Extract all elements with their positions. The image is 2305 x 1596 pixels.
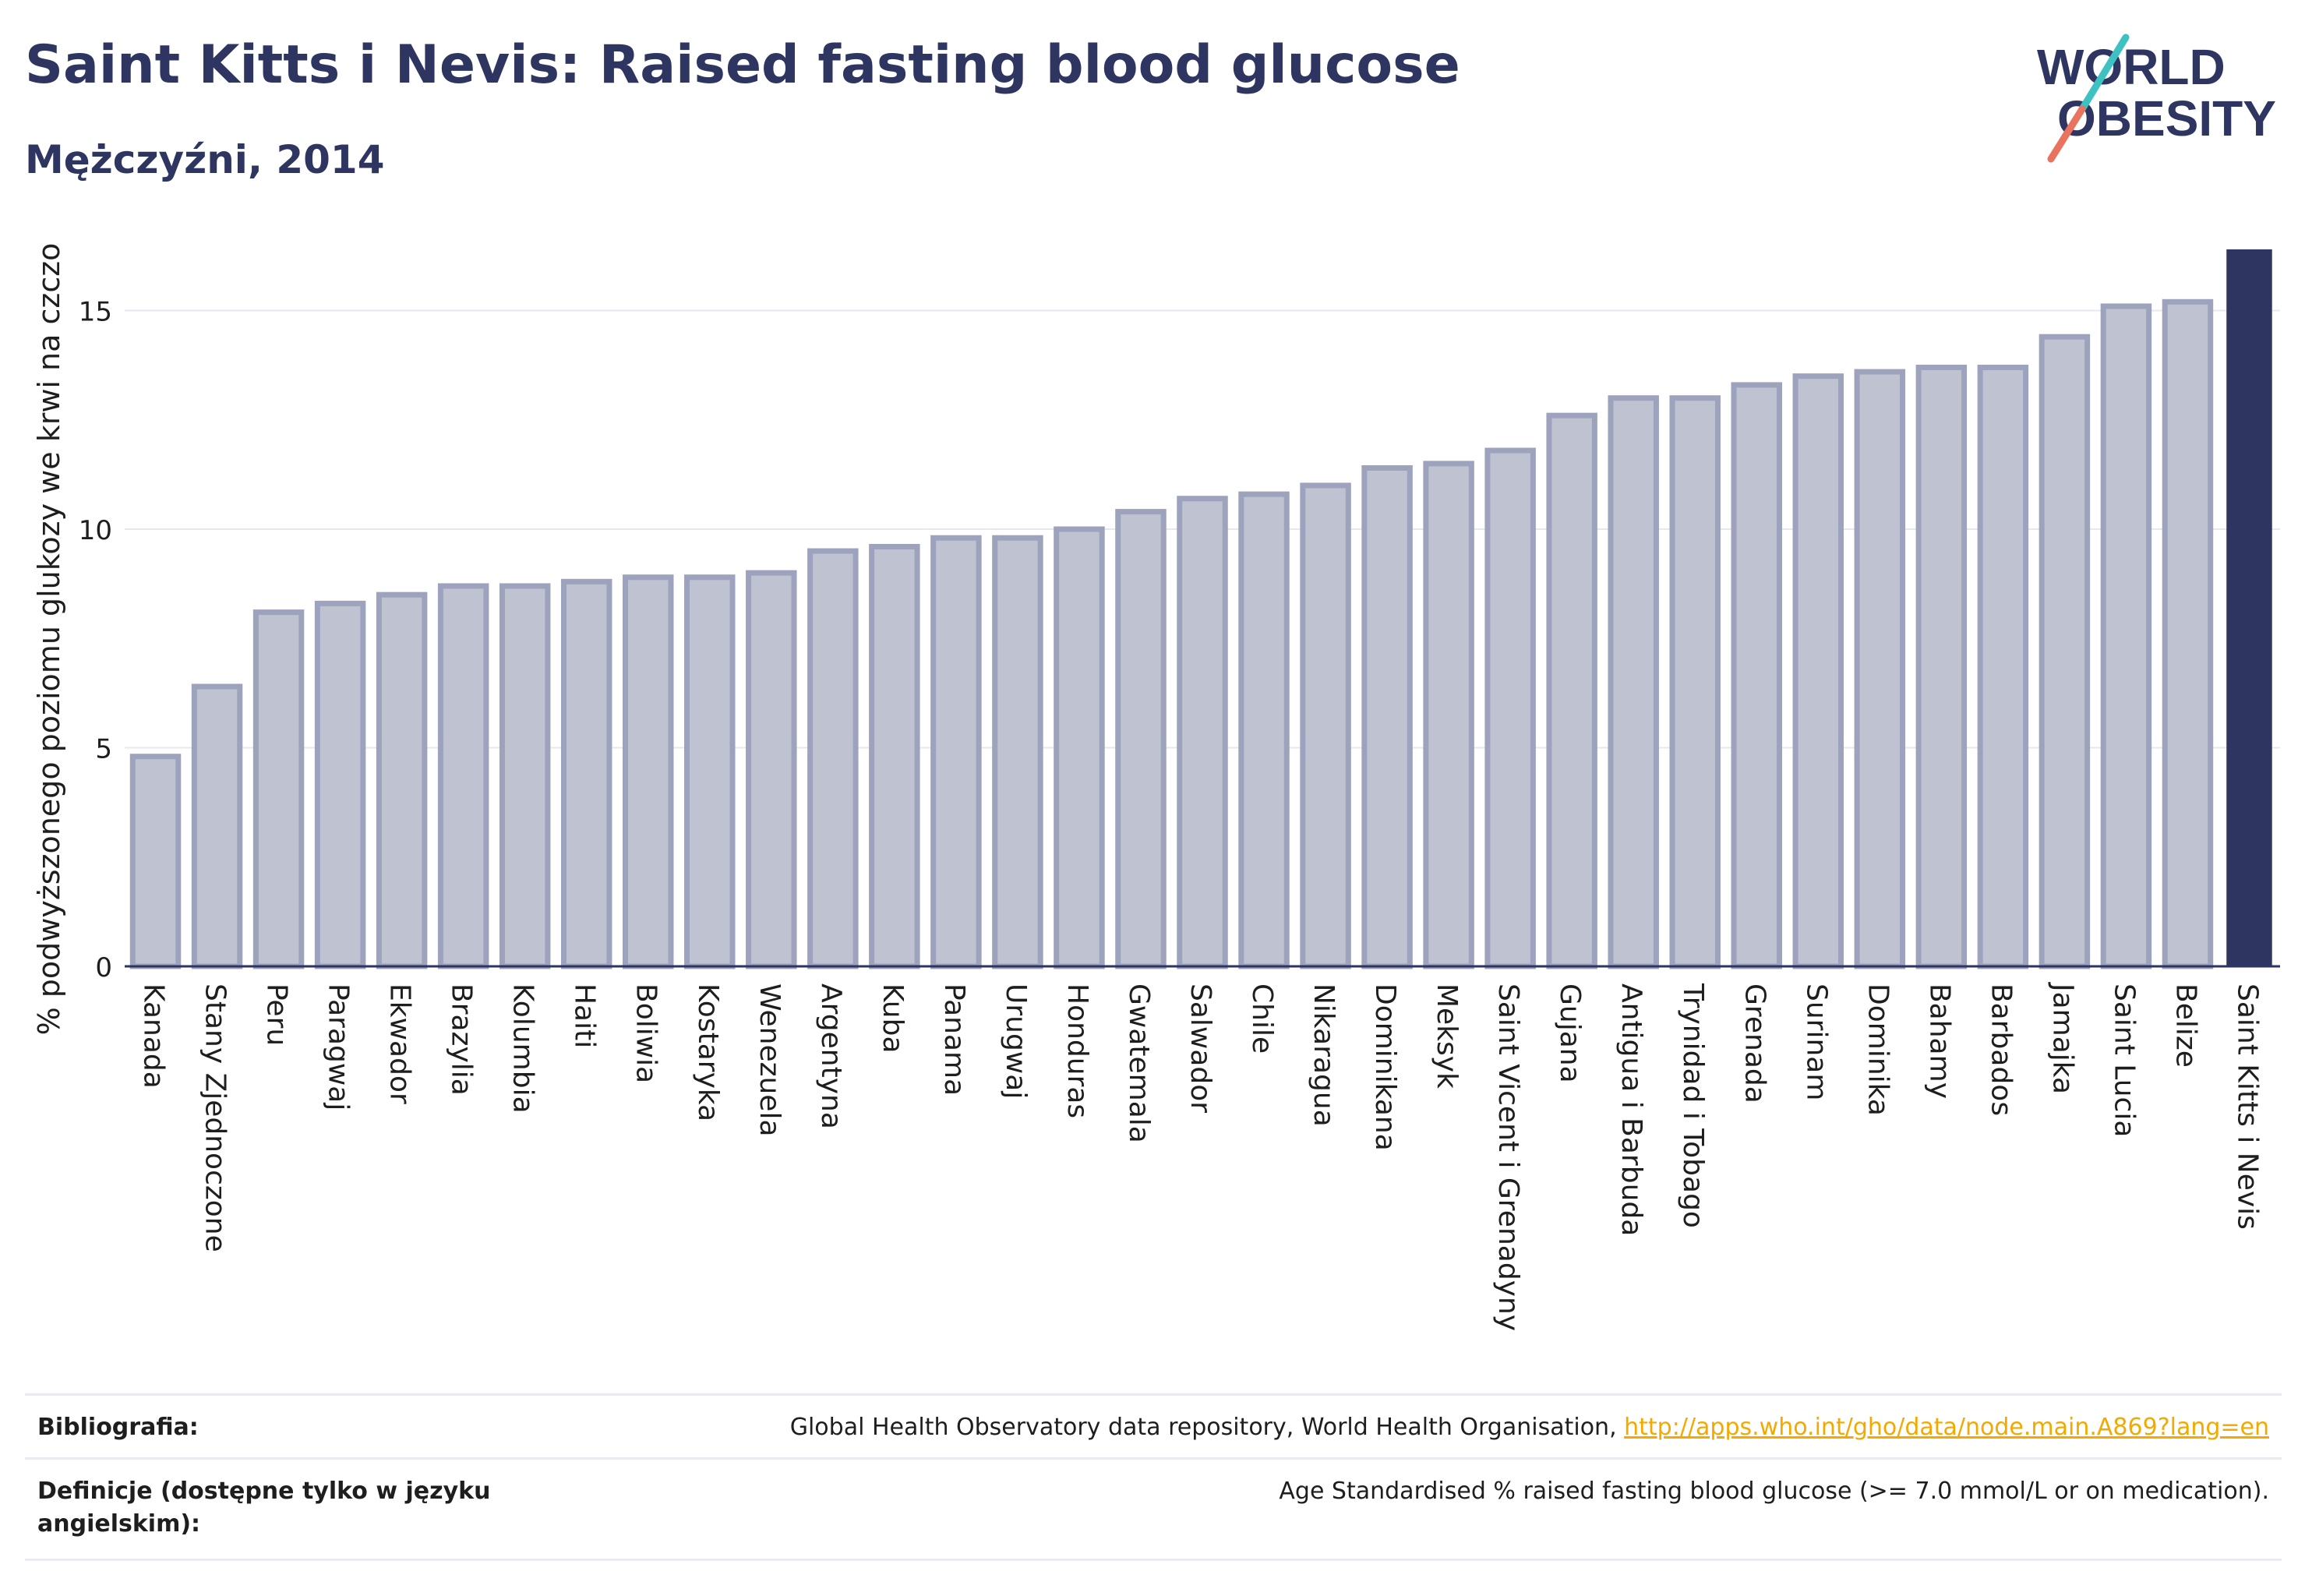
x-tick-label: Saint Vicent i Grenadyny — [1492, 983, 1524, 1331]
x-tick-label: Kostaryka — [692, 983, 724, 1121]
x-tick-label: Belize — [2169, 983, 2201, 1068]
bar — [1915, 364, 1968, 969]
bar — [1300, 482, 1351, 969]
bars — [129, 249, 2272, 969]
bibliography-value: Global Health Observatory data repositor… — [790, 1411, 2269, 1444]
y-tick-label: 5 — [95, 734, 112, 765]
bar — [1546, 412, 1597, 969]
bar — [1977, 364, 2029, 969]
bar — [807, 548, 859, 969]
x-tick-label: Brazylia — [446, 983, 478, 1096]
bar — [1115, 509, 1167, 969]
x-tick-label: Ekwador — [384, 983, 416, 1104]
bar — [684, 574, 736, 969]
chart-subtitle: Mężczyźni, 2014 — [25, 137, 385, 182]
bar — [1361, 464, 1413, 969]
definitions-value: Age Standardised % raised fasting blood … — [1279, 1478, 2269, 1505]
x-tick-label: Kanada — [138, 983, 170, 1089]
x-tick-label: Nikaragua — [1308, 983, 1340, 1127]
logo-line1: WORLD — [2037, 39, 2226, 95]
bar — [376, 591, 428, 969]
x-tick-label: Saint Lucia — [2108, 983, 2140, 1137]
x-tick-label: Dominikana — [1369, 983, 1401, 1151]
bar — [560, 578, 612, 969]
x-tick-label: Argentyna — [815, 983, 847, 1129]
y-axis-label: % podwyższonego poziomu glukozy we krwi … — [32, 243, 66, 1036]
bar — [1423, 461, 1474, 969]
logo-line2: OBESITY — [2057, 90, 2276, 147]
bar — [1054, 526, 1105, 969]
x-tick-label: Wenezuela — [754, 983, 785, 1137]
bibliography-label: Bibliografia: — [37, 1414, 199, 1441]
bar — [499, 583, 551, 969]
definitions-row: Definicje (dostępne tylko w języku angie… — [25, 1457, 2282, 1561]
x-tick-label: Panama — [938, 983, 970, 1096]
x-tick-label: Urugwaj — [1000, 983, 1032, 1099]
bar — [191, 683, 243, 969]
bar — [1669, 395, 1721, 969]
x-tick-label: Bahamy — [1923, 983, 1955, 1099]
logo-slash-coral — [2047, 105, 2086, 163]
labels: 0 5 10 15 Kanada Stany Zjednoczone Peru Paragwa… — [79, 297, 2264, 1332]
bar — [869, 543, 920, 969]
x-tick-label: Paragwaj — [323, 983, 355, 1110]
x-tick-label: Surinam — [1800, 983, 1832, 1100]
x-tick-label: Jamajka — [2046, 982, 2078, 1094]
x-tick-label: Grenada — [1738, 983, 1770, 1103]
bar — [623, 574, 674, 969]
x-tick-label: Dominika — [1862, 983, 1894, 1116]
bar-chart: 0 5 10 15 Kanada Stany Zjednoczone Peru Paragwa… — [32, 243, 2280, 1332]
x-tick-label: Barbados — [1985, 983, 2017, 1116]
bar — [1792, 373, 1844, 969]
x-tick-label: Saint Kitts i Nevis — [2231, 983, 2263, 1230]
bar — [2162, 298, 2214, 969]
bar — [1177, 496, 1228, 969]
bibliography-text: Global Health Observatory data repositor… — [789, 1414, 1625, 1441]
x-tick-label: Kolumbia — [507, 983, 539, 1114]
x-tick-label: Kuba — [877, 983, 909, 1054]
x-tick-label: Haiti — [569, 983, 601, 1048]
x-tick-label: Stany Zjednoczone — [199, 983, 231, 1252]
y-tick-label: 15 — [79, 297, 112, 328]
bibliography-link[interactable]: http://apps.who.int/gho/data/node.main.A… — [1624, 1414, 2269, 1441]
x-tick-label: Peru — [261, 983, 293, 1046]
bar — [252, 609, 305, 969]
chart-title: Saint Kitts i Nevis: Raised fasting bloo… — [25, 34, 1460, 96]
definitions-label: Definicje (dostępne tylko w języku angie… — [37, 1478, 491, 1538]
x-tick-label: Gujana — [1554, 983, 1586, 1083]
bar — [437, 583, 489, 969]
bar — [2038, 334, 2091, 969]
bar — [1484, 447, 1536, 969]
x-tick-label: Gwatemala — [1123, 983, 1155, 1143]
x-tick-label: Boliwia — [630, 983, 662, 1083]
bar — [746, 570, 797, 969]
world-obesity-logo: WORLD OBESITY — [2037, 34, 2276, 163]
logo-slash-teal — [2078, 34, 2130, 113]
bar — [1854, 369, 1906, 969]
x-tick-label: Antigua i Barbuda — [1615, 983, 1647, 1236]
x-tick-label: Trynidad i Tobago — [1677, 983, 1709, 1228]
x-tick-label: Salwador — [1184, 983, 1216, 1113]
highlighted-bar — [2226, 249, 2272, 966]
y-tick-label: 0 — [95, 952, 112, 983]
y-tick-label: 10 — [79, 515, 112, 546]
x-tick-label: Chile — [1246, 983, 1278, 1054]
bar — [314, 600, 366, 969]
bar — [2100, 303, 2152, 969]
x-tick-label: Honduras — [1061, 983, 1093, 1118]
footer-bottom-rule — [25, 1559, 2282, 1561]
bar — [930, 535, 982, 969]
bar — [1608, 395, 1659, 969]
x-tick-label: Meksyk — [1431, 983, 1463, 1089]
bar — [1731, 382, 1782, 969]
bar — [1238, 491, 1290, 969]
bar — [992, 535, 1043, 969]
bibliography-row: Bibliografia: Global Health Observatory … — [25, 1393, 2282, 1460]
bar — [129, 754, 182, 969]
